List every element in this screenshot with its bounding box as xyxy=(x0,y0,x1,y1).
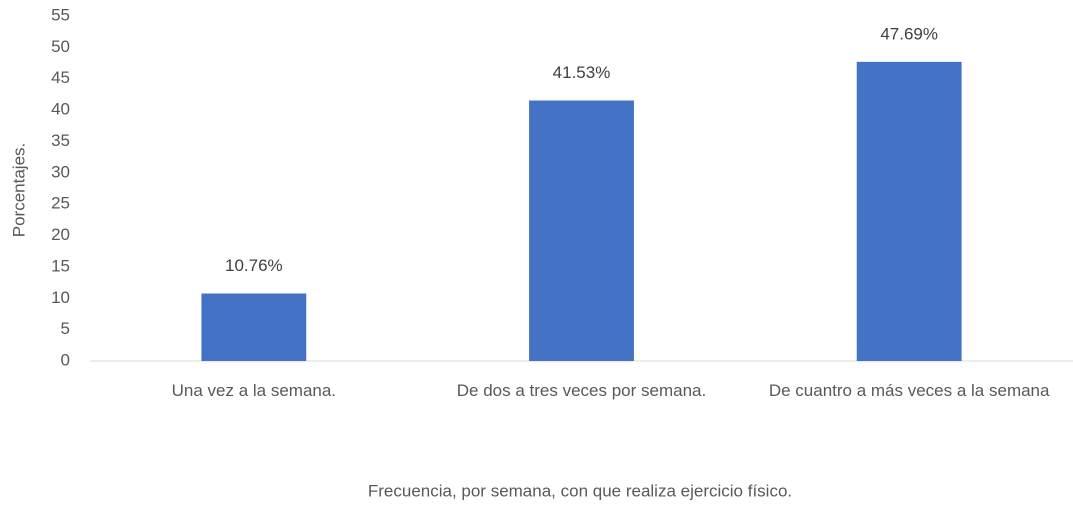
x-tick-label: De cuantro a más veces a la semana xyxy=(769,381,1050,400)
y-tick-label: 20 xyxy=(51,225,70,244)
value-label: 10.76% xyxy=(225,256,283,275)
y-tick-label: 0 xyxy=(61,350,70,369)
y-tick-label: 5 xyxy=(61,319,70,338)
y-axis-title: Porcentajes. xyxy=(9,143,28,238)
value-label: 41.53% xyxy=(553,63,611,82)
y-tick-label: 30 xyxy=(51,162,70,181)
x-tick-label: De dos a tres veces por semana. xyxy=(457,381,706,400)
y-tick-label: 15 xyxy=(51,256,70,275)
y-tick-label: 50 xyxy=(51,37,70,56)
y-tick-label: 55 xyxy=(51,5,70,24)
value-label: 47.69% xyxy=(880,24,938,43)
y-tick-label: 35 xyxy=(51,131,70,150)
y-tick-label: 45 xyxy=(51,68,70,87)
x-tick-label: Una vez a la semana. xyxy=(172,381,336,400)
x-axis-title: Frecuencia, por semana, con que realiza … xyxy=(368,481,792,500)
y-tick-label: 40 xyxy=(51,100,70,119)
bar xyxy=(856,61,962,361)
y-tick-label: 25 xyxy=(51,194,70,213)
bar xyxy=(201,293,307,361)
y-tick-label: 10 xyxy=(51,288,70,307)
bar xyxy=(529,100,634,361)
